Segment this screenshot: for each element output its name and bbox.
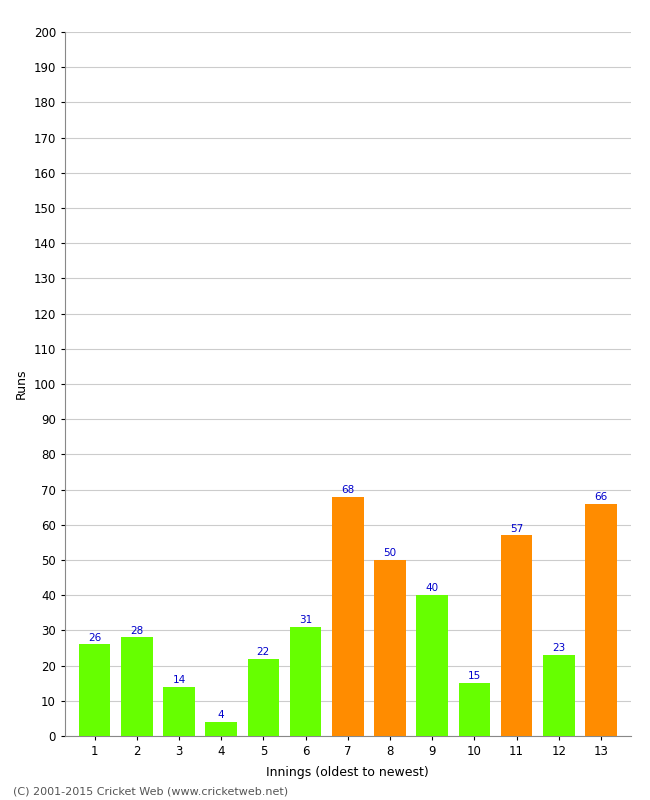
Text: 50: 50 (384, 548, 396, 558)
Bar (248, 658, 279, 736)
Text: 15: 15 (468, 671, 481, 682)
Text: 57: 57 (510, 524, 523, 534)
Text: 31: 31 (299, 615, 312, 625)
Text: 22: 22 (257, 646, 270, 657)
Bar (332, 497, 363, 736)
Text: (C) 2001-2015 Cricket Web (www.cricketweb.net): (C) 2001-2015 Cricket Web (www.cricketwe… (13, 786, 288, 796)
Bar (543, 655, 575, 736)
Bar (458, 683, 490, 736)
Text: 28: 28 (130, 626, 144, 636)
Bar (121, 638, 153, 736)
Text: 40: 40 (426, 583, 439, 594)
Text: 26: 26 (88, 633, 101, 642)
Bar (290, 627, 321, 736)
Text: 14: 14 (172, 675, 185, 685)
Text: 66: 66 (594, 492, 608, 502)
Text: 4: 4 (218, 710, 224, 720)
Text: 68: 68 (341, 485, 354, 495)
Bar (500, 535, 532, 736)
Bar (374, 560, 406, 736)
Bar (585, 504, 617, 736)
Bar (163, 686, 195, 736)
X-axis label: Innings (oldest to newest): Innings (oldest to newest) (266, 766, 429, 779)
Y-axis label: Runs: Runs (15, 369, 28, 399)
Text: 23: 23 (552, 643, 566, 654)
Bar (79, 645, 110, 736)
Bar (417, 595, 448, 736)
Bar (205, 722, 237, 736)
